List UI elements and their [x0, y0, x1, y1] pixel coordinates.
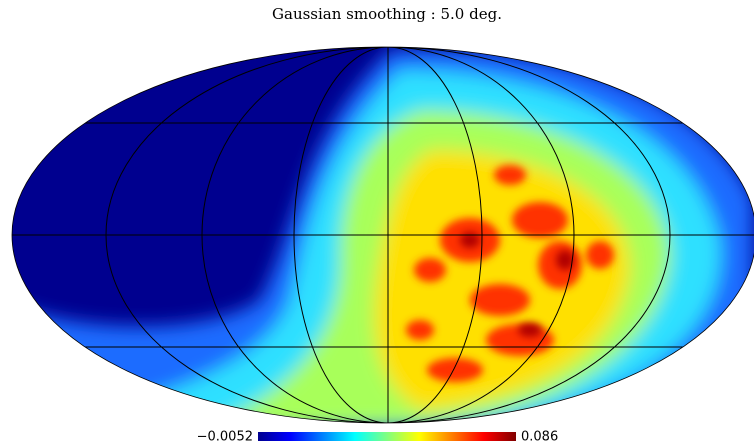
sky-map [12, 47, 754, 423]
colorbar-max-label: 0.086 [521, 430, 558, 445]
colorbar [258, 432, 516, 441]
colorbar-min-label: −0.0052 [197, 430, 253, 445]
graticule [12, 47, 754, 423]
map-title: Gaussian smoothing : 5.0 deg. [272, 5, 502, 23]
peak-spots [460, 232, 574, 337]
map-outline [11, 46, 754, 424]
